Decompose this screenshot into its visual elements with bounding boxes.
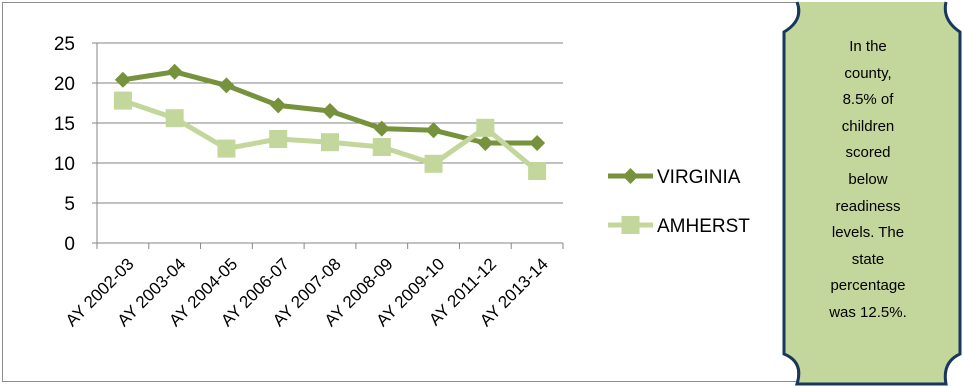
y-tick-label: 10 (54, 154, 75, 175)
data-point-amherst (476, 118, 495, 137)
y-tick-label: 20 (54, 74, 75, 95)
y-tick-label: 25 (54, 34, 75, 55)
legend-marker (621, 216, 640, 234)
data-point-virginia (322, 103, 338, 119)
callout-body (782, 1, 962, 386)
legend-label: AMHERST (657, 216, 750, 237)
chart-frame: 0 5 10 15 20 25 AY 2002-03 AY 2003-04 AY 2004-05… (2, 2, 798, 382)
callout-text: In the county, 8.5% of children scored below r… (812, 34, 924, 327)
callout-line: county, (844, 64, 892, 82)
data-point-amherst (113, 91, 132, 110)
data-point-virginia (270, 97, 287, 114)
data-point-amherst (424, 154, 443, 173)
data-point-amherst (528, 162, 547, 180)
data-point-amherst (269, 130, 288, 148)
data-point-amherst (165, 109, 184, 128)
data-point-virginia (218, 77, 235, 94)
callout-scroll-shape (782, 1, 962, 386)
data-point-amherst (372, 138, 391, 156)
callout-line: below (848, 170, 888, 188)
legend-label: VIRGINIA (657, 167, 741, 188)
data-point-virginia (477, 135, 494, 151)
data-point-amherst (217, 139, 236, 158)
data-point-virginia (114, 71, 131, 88)
callout-line: was 12.5%. (829, 303, 907, 321)
callout-line: levels. The (831, 224, 905, 242)
callout-line: readiness (835, 197, 901, 215)
data-point-amherst (321, 133, 339, 152)
callout-line: scored (845, 144, 891, 162)
data-point-virginia (166, 63, 183, 80)
y-tick-label: 0 (64, 234, 75, 255)
callout-line: 8.5% of (842, 91, 894, 109)
y-tick-label: 5 (64, 194, 75, 215)
legend-marker (622, 168, 639, 184)
data-point-virginia (529, 135, 546, 151)
data-point-virginia (373, 120, 390, 137)
callout-line: In the (849, 38, 887, 55)
y-tick-label: 15 (54, 114, 75, 135)
callout-line: percentage (830, 277, 906, 295)
callout-line: children (841, 117, 895, 135)
callout-line: state (851, 250, 885, 268)
data-point-virginia (425, 122, 442, 139)
